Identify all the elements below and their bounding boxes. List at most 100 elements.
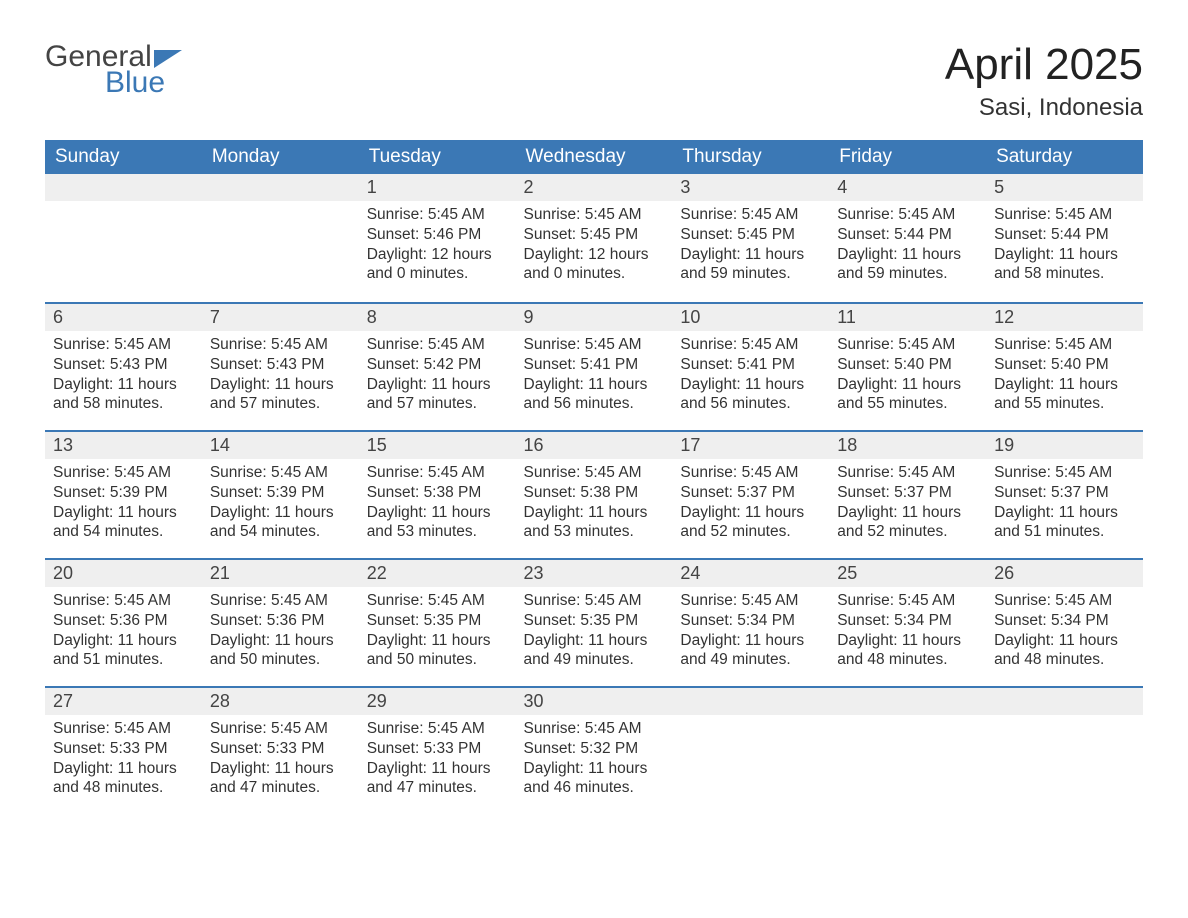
sunrise-value: 5:45 AM — [742, 464, 799, 481]
day-number: 15 — [359, 430, 516, 459]
sunset-line: Sunset: 5:42 PM — [367, 355, 508, 375]
sunrise-value: 5:45 AM — [585, 464, 642, 481]
day-number: 4 — [829, 174, 986, 201]
calendar-cell: 11Sunrise: 5:45 AMSunset: 5:40 PMDayligh… — [829, 302, 986, 430]
day-number: 10 — [672, 302, 829, 331]
sunrise-line: Sunrise: 5:45 AM — [994, 591, 1135, 611]
calendar-cell: 28Sunrise: 5:45 AMSunset: 5:33 PMDayligh… — [202, 686, 359, 814]
sunrise-line: Sunrise: 5:45 AM — [524, 719, 665, 739]
day-number: 1 — [359, 174, 516, 201]
weekday-header: Thursday — [672, 140, 829, 174]
daylight-label: Daylight: — [524, 760, 584, 777]
calendar-cell: 21Sunrise: 5:45 AMSunset: 5:36 PMDayligh… — [202, 558, 359, 686]
daylight-line: Daylight: 11 hours and 48 minutes. — [53, 759, 194, 799]
sunrise-label: Sunrise: — [994, 206, 1051, 223]
calendar-cell: 18Sunrise: 5:45 AMSunset: 5:37 PMDayligh… — [829, 430, 986, 558]
calendar-head: SundayMondayTuesdayWednesdayThursdayFrid… — [45, 140, 1143, 174]
sunrise-label: Sunrise: — [994, 464, 1051, 481]
day-number: 30 — [516, 686, 673, 715]
sunrise-line: Sunrise: 5:45 AM — [367, 591, 508, 611]
day-number: 2 — [516, 174, 673, 201]
calendar-cell: 22Sunrise: 5:45 AMSunset: 5:35 PMDayligh… — [359, 558, 516, 686]
sunrise-value: 5:45 AM — [742, 592, 799, 609]
sunrise-value: 5:45 AM — [742, 336, 799, 353]
sunset-line: Sunset: 5:34 PM — [680, 611, 821, 631]
sunset-line: Sunset: 5:37 PM — [994, 483, 1135, 503]
calendar-cell — [829, 686, 986, 814]
calendar-week-row: 20Sunrise: 5:45 AMSunset: 5:36 PMDayligh… — [45, 558, 1143, 686]
sunrise-label: Sunrise: — [53, 464, 110, 481]
sunrise-label: Sunrise: — [210, 336, 267, 353]
daylight-label: Daylight: — [994, 376, 1054, 393]
calendar-week-row: 13Sunrise: 5:45 AMSunset: 5:39 PMDayligh… — [45, 430, 1143, 558]
day-details: Sunrise: 5:45 AMSunset: 5:33 PMDaylight:… — [359, 715, 516, 806]
calendar-cell — [202, 174, 359, 302]
daylight-line: Daylight: 11 hours and 57 minutes. — [367, 375, 508, 415]
day-details: Sunrise: 5:45 AMSunset: 5:34 PMDaylight:… — [829, 587, 986, 678]
day-details: Sunrise: 5:45 AMSunset: 5:35 PMDaylight:… — [359, 587, 516, 678]
daylight-label: Daylight: — [53, 632, 113, 649]
sunrise-line: Sunrise: 5:45 AM — [837, 591, 978, 611]
day-details: Sunrise: 5:45 AMSunset: 5:45 PMDaylight:… — [672, 201, 829, 292]
day-details: Sunrise: 5:45 AMSunset: 5:38 PMDaylight:… — [516, 459, 673, 550]
day-details: Sunrise: 5:45 AMSunset: 5:45 PMDaylight:… — [516, 201, 673, 292]
daylight-line: Daylight: 11 hours and 50 minutes. — [210, 631, 351, 671]
sunset-label: Sunset: — [367, 612, 420, 629]
sunset-value: 5:38 PM — [580, 484, 638, 501]
sunset-label: Sunset: — [680, 484, 733, 501]
empty-daynum — [45, 174, 202, 201]
sunrise-value: 5:45 AM — [742, 206, 799, 223]
sunset-label: Sunset: — [680, 612, 733, 629]
sunrise-line: Sunrise: 5:45 AM — [994, 463, 1135, 483]
sunrise-line: Sunrise: 5:45 AM — [994, 205, 1135, 225]
day-details: Sunrise: 5:45 AMSunset: 5:42 PMDaylight:… — [359, 331, 516, 422]
day-number: 11 — [829, 302, 986, 331]
day-details: Sunrise: 5:45 AMSunset: 5:41 PMDaylight:… — [672, 331, 829, 422]
sunrise-value: 5:45 AM — [271, 592, 328, 609]
sunset-line: Sunset: 5:37 PM — [680, 483, 821, 503]
sunrise-value: 5:45 AM — [585, 720, 642, 737]
logo-word-blue: Blue — [105, 66, 165, 100]
sunset-value: 5:40 PM — [1051, 356, 1109, 373]
sunrise-label: Sunrise: — [524, 206, 581, 223]
daylight-line: Daylight: 11 hours and 58 minutes. — [994, 245, 1135, 285]
daylight-line: Daylight: 11 hours and 56 minutes. — [524, 375, 665, 415]
sunset-label: Sunset: — [53, 740, 106, 757]
sunset-line: Sunset: 5:35 PM — [524, 611, 665, 631]
sunset-label: Sunset: — [837, 356, 890, 373]
sunset-line: Sunset: 5:44 PM — [837, 225, 978, 245]
calendar-cell: 2Sunrise: 5:45 AMSunset: 5:45 PMDaylight… — [516, 174, 673, 302]
calendar-cell: 16Sunrise: 5:45 AMSunset: 5:38 PMDayligh… — [516, 430, 673, 558]
sunset-label: Sunset: — [210, 740, 263, 757]
logo: General Blue — [45, 40, 182, 100]
day-details: Sunrise: 5:45 AMSunset: 5:46 PMDaylight:… — [359, 201, 516, 292]
sunrise-label: Sunrise: — [994, 592, 1051, 609]
sunset-value: 5:45 PM — [580, 226, 638, 243]
sunrise-line: Sunrise: 5:45 AM — [524, 335, 665, 355]
sunset-label: Sunset: — [837, 612, 890, 629]
sunset-label: Sunset: — [53, 356, 106, 373]
calendar-cell: 26Sunrise: 5:45 AMSunset: 5:34 PMDayligh… — [986, 558, 1143, 686]
sunrise-line: Sunrise: 5:45 AM — [994, 335, 1135, 355]
sunrise-value: 5:45 AM — [271, 336, 328, 353]
sunset-value: 5:38 PM — [424, 484, 482, 501]
sunrise-label: Sunrise: — [680, 206, 737, 223]
weekday-header: Friday — [829, 140, 986, 174]
sunrise-value: 5:45 AM — [585, 206, 642, 223]
daylight-line: Daylight: 11 hours and 51 minutes. — [994, 503, 1135, 543]
daylight-line: Daylight: 11 hours and 52 minutes. — [680, 503, 821, 543]
daylight-label: Daylight: — [210, 376, 270, 393]
day-details: Sunrise: 5:45 AMSunset: 5:33 PMDaylight:… — [45, 715, 202, 806]
sunset-label: Sunset: — [210, 356, 263, 373]
calendar-cell: 10Sunrise: 5:45 AMSunset: 5:41 PMDayligh… — [672, 302, 829, 430]
daylight-label: Daylight: — [680, 632, 740, 649]
day-number: 16 — [516, 430, 673, 459]
day-details: Sunrise: 5:45 AMSunset: 5:34 PMDaylight:… — [986, 587, 1143, 678]
day-details: Sunrise: 5:45 AMSunset: 5:43 PMDaylight:… — [202, 331, 359, 422]
sunrise-line: Sunrise: 5:45 AM — [367, 205, 508, 225]
sunrise-value: 5:45 AM — [114, 336, 171, 353]
calendar-cell: 24Sunrise: 5:45 AMSunset: 5:34 PMDayligh… — [672, 558, 829, 686]
daylight-line: Daylight: 12 hours and 0 minutes. — [367, 245, 508, 285]
sunrise-line: Sunrise: 5:45 AM — [837, 335, 978, 355]
daylight-line: Daylight: 12 hours and 0 minutes. — [524, 245, 665, 285]
